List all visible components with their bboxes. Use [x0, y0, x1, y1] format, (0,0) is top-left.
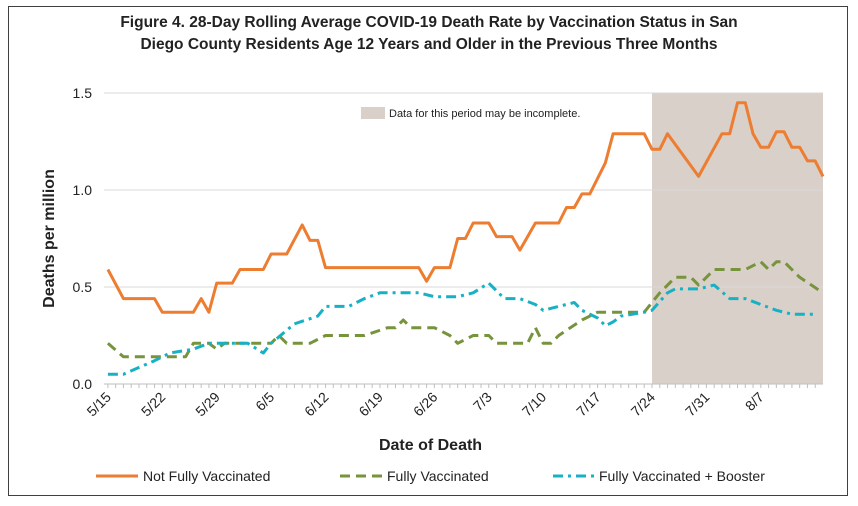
legend-label: Fully Vaccinated + Booster [599, 468, 765, 484]
x-tick-label: 6/12 [301, 389, 332, 420]
x-tick-label: 5/29 [192, 389, 223, 420]
incomplete-data-note: Data for this period may be incomplete. [389, 108, 580, 120]
x-tick-label: 6/19 [355, 389, 386, 420]
chart-title-line2: Diego County Residents Age 12 Years and … [140, 36, 718, 53]
chart-title-line1: Figure 4. 28-Day Rolling Average COVID-1… [120, 14, 738, 31]
x-tick-label: 7/17 [573, 389, 604, 420]
x-tick-label: 6/26 [410, 389, 441, 420]
chart-title: Figure 4. 28-Day Rolling Average COVID-1… [40, 12, 818, 56]
y-tick-label: 0.0 [73, 376, 93, 392]
y-tick-label: 0.5 [73, 279, 93, 295]
incomplete-data-swatch [361, 107, 385, 119]
x-tick-label: 7/10 [519, 389, 550, 420]
x-axis-title: Date of Death [379, 437, 482, 454]
y-tick-label: 1.5 [73, 85, 93, 101]
x-tick-label: 7/3 [470, 389, 495, 414]
series-line-fully-vaccinated-booster [107, 281, 816, 376]
y-tick-label: 1.0 [73, 182, 93, 198]
x-tick-label: 5/15 [83, 389, 114, 420]
incomplete-data-region [651, 93, 823, 384]
x-tick-label: 5/22 [138, 389, 169, 420]
series-line-not-fully-vaccinated [106, 101, 825, 314]
legend-label: Not Fully Vaccinated [143, 468, 270, 484]
series-line-fully-vaccinated [106, 260, 824, 359]
legend-label: Fully Vaccinated [387, 468, 489, 484]
y-axis-title: Deaths per million [41, 169, 58, 308]
x-tick-label: 8/7 [742, 389, 767, 414]
x-tick-label: 6/5 [252, 389, 277, 414]
x-tick-label: 7/31 [682, 389, 713, 420]
x-tick-label: 7/24 [628, 389, 659, 420]
